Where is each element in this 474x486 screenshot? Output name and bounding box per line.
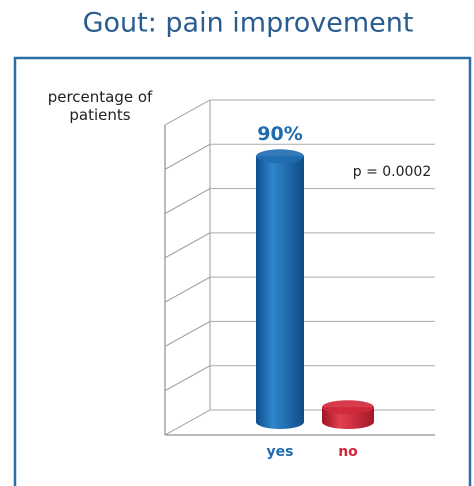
value-label: 90%	[257, 123, 302, 145]
grid-line	[164, 143, 211, 170]
y-axis-label-text: percentage of	[48, 88, 153, 106]
grid-line	[164, 99, 211, 126]
grid-line	[164, 320, 211, 347]
x-tick-label: yes	[267, 444, 294, 460]
grid-line	[164, 409, 211, 436]
grid-line	[164, 232, 211, 259]
grid-line	[164, 276, 211, 303]
annotation: p = 0.0002	[353, 164, 432, 180]
bar-top	[322, 400, 374, 415]
x-tick-label: no	[338, 444, 358, 460]
chart-title: Gout: pain improvement	[83, 8, 414, 39]
bar-top	[256, 149, 304, 164]
y-axis-label-line: patients	[69, 106, 130, 124]
grid-line	[164, 365, 211, 392]
frame	[13, 56, 472, 486]
grid-line	[164, 188, 211, 215]
y-axis-label: percentage of patients	[48, 88, 153, 124]
bar	[256, 156, 304, 430]
